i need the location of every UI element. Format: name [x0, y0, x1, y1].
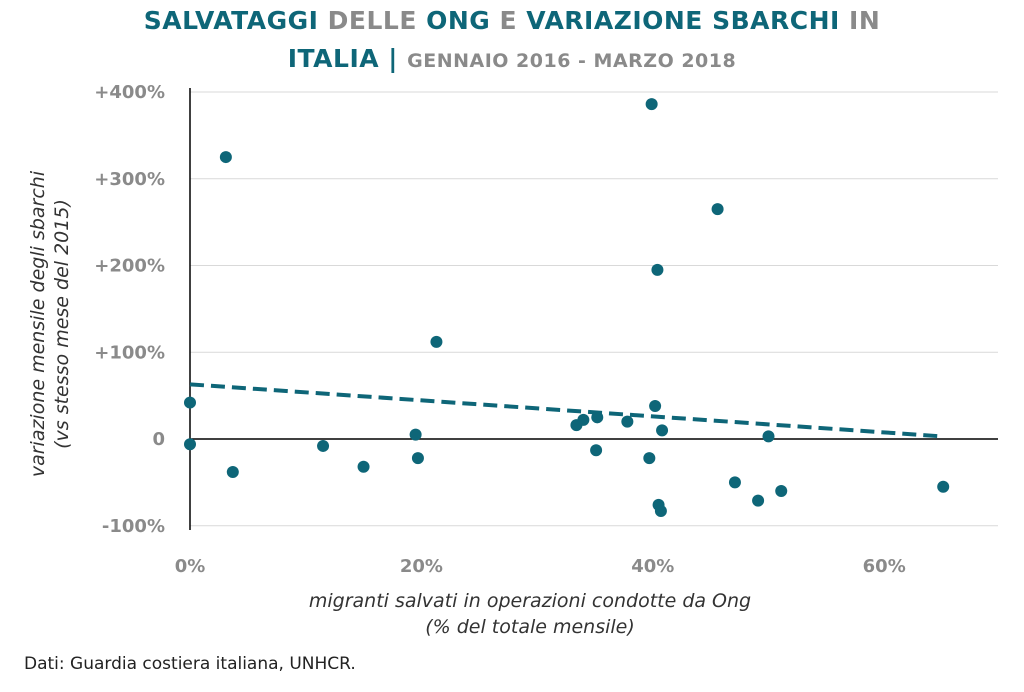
- data-point: [649, 400, 662, 413]
- data-point: [219, 151, 232, 164]
- title-segment: DELLE: [327, 6, 427, 35]
- data-point: [184, 438, 196, 451]
- x-tick-label: 40%: [631, 556, 674, 577]
- data-point: [645, 98, 658, 111]
- title-main: ITALIA |: [287, 44, 408, 73]
- x-axis-label: migranti salvati in operazioni condotte …: [180, 588, 880, 640]
- title-segment: SALVATAGGI: [143, 6, 328, 35]
- data-point: [711, 203, 724, 216]
- data-point: [430, 335, 443, 348]
- chart-title-line1: SALVATAGGI DELLE ONG E VARIAZIONE SBARCH…: [0, 6, 1024, 35]
- title-segment: VARIAZIONE SBARCHI: [526, 6, 850, 35]
- x-tick-label: 0%: [175, 556, 206, 577]
- y-tick-label: -100%: [102, 516, 165, 537]
- data-point: [357, 460, 370, 473]
- data-point: [762, 430, 775, 443]
- data-point: [937, 480, 950, 493]
- y-tick-label: +400%: [94, 82, 165, 103]
- chart-title-line2: ITALIA | GENNAIO 2016 - MARZO 2018: [0, 44, 1024, 73]
- data-point: [656, 424, 669, 437]
- title-subtitle: GENNAIO 2016 - MARZO 2018: [407, 50, 737, 72]
- x-axis-label-line1: migranti salvati in operazioni condotte …: [308, 590, 752, 612]
- data-point: [651, 263, 664, 276]
- x-tick-label: 20%: [400, 556, 443, 577]
- y-tick-label: +300%: [94, 169, 165, 190]
- y-tick-label: 0: [152, 429, 165, 450]
- y-tick-label: +100%: [94, 342, 165, 363]
- data-point: [654, 505, 667, 518]
- data-point: [409, 428, 422, 441]
- y-axis-label-line1: variazione mensile degli sbarchi: [27, 170, 49, 478]
- data-point: [643, 452, 656, 465]
- data-point: [591, 411, 604, 424]
- data-point: [752, 494, 765, 507]
- data-point: [590, 444, 603, 457]
- data-point: [317, 439, 330, 452]
- title-segment: IN: [849, 6, 881, 35]
- data-point: [577, 413, 590, 426]
- data-point: [621, 415, 634, 428]
- x-tick-label: 60%: [863, 556, 906, 577]
- trendline: [189, 382, 943, 439]
- y-axis-label-line2: (vs stesso mese del 2015): [51, 199, 73, 449]
- x-axis-label-line2: (% del totale mensile): [425, 616, 635, 638]
- data-point: [184, 396, 196, 409]
- data-point: [775, 485, 788, 498]
- y-axis-label: variazione mensile degli sbarchi (vs ste…: [26, 124, 74, 524]
- data-point: [226, 465, 239, 478]
- data-point: [411, 452, 424, 465]
- title-segment: E: [499, 6, 527, 35]
- title-segment: ONG: [426, 6, 500, 35]
- data-point: [728, 476, 741, 489]
- source-note: Dati: Guardia costiera italiana, UNHCR.: [24, 654, 356, 674]
- y-tick-label: +200%: [94, 256, 165, 277]
